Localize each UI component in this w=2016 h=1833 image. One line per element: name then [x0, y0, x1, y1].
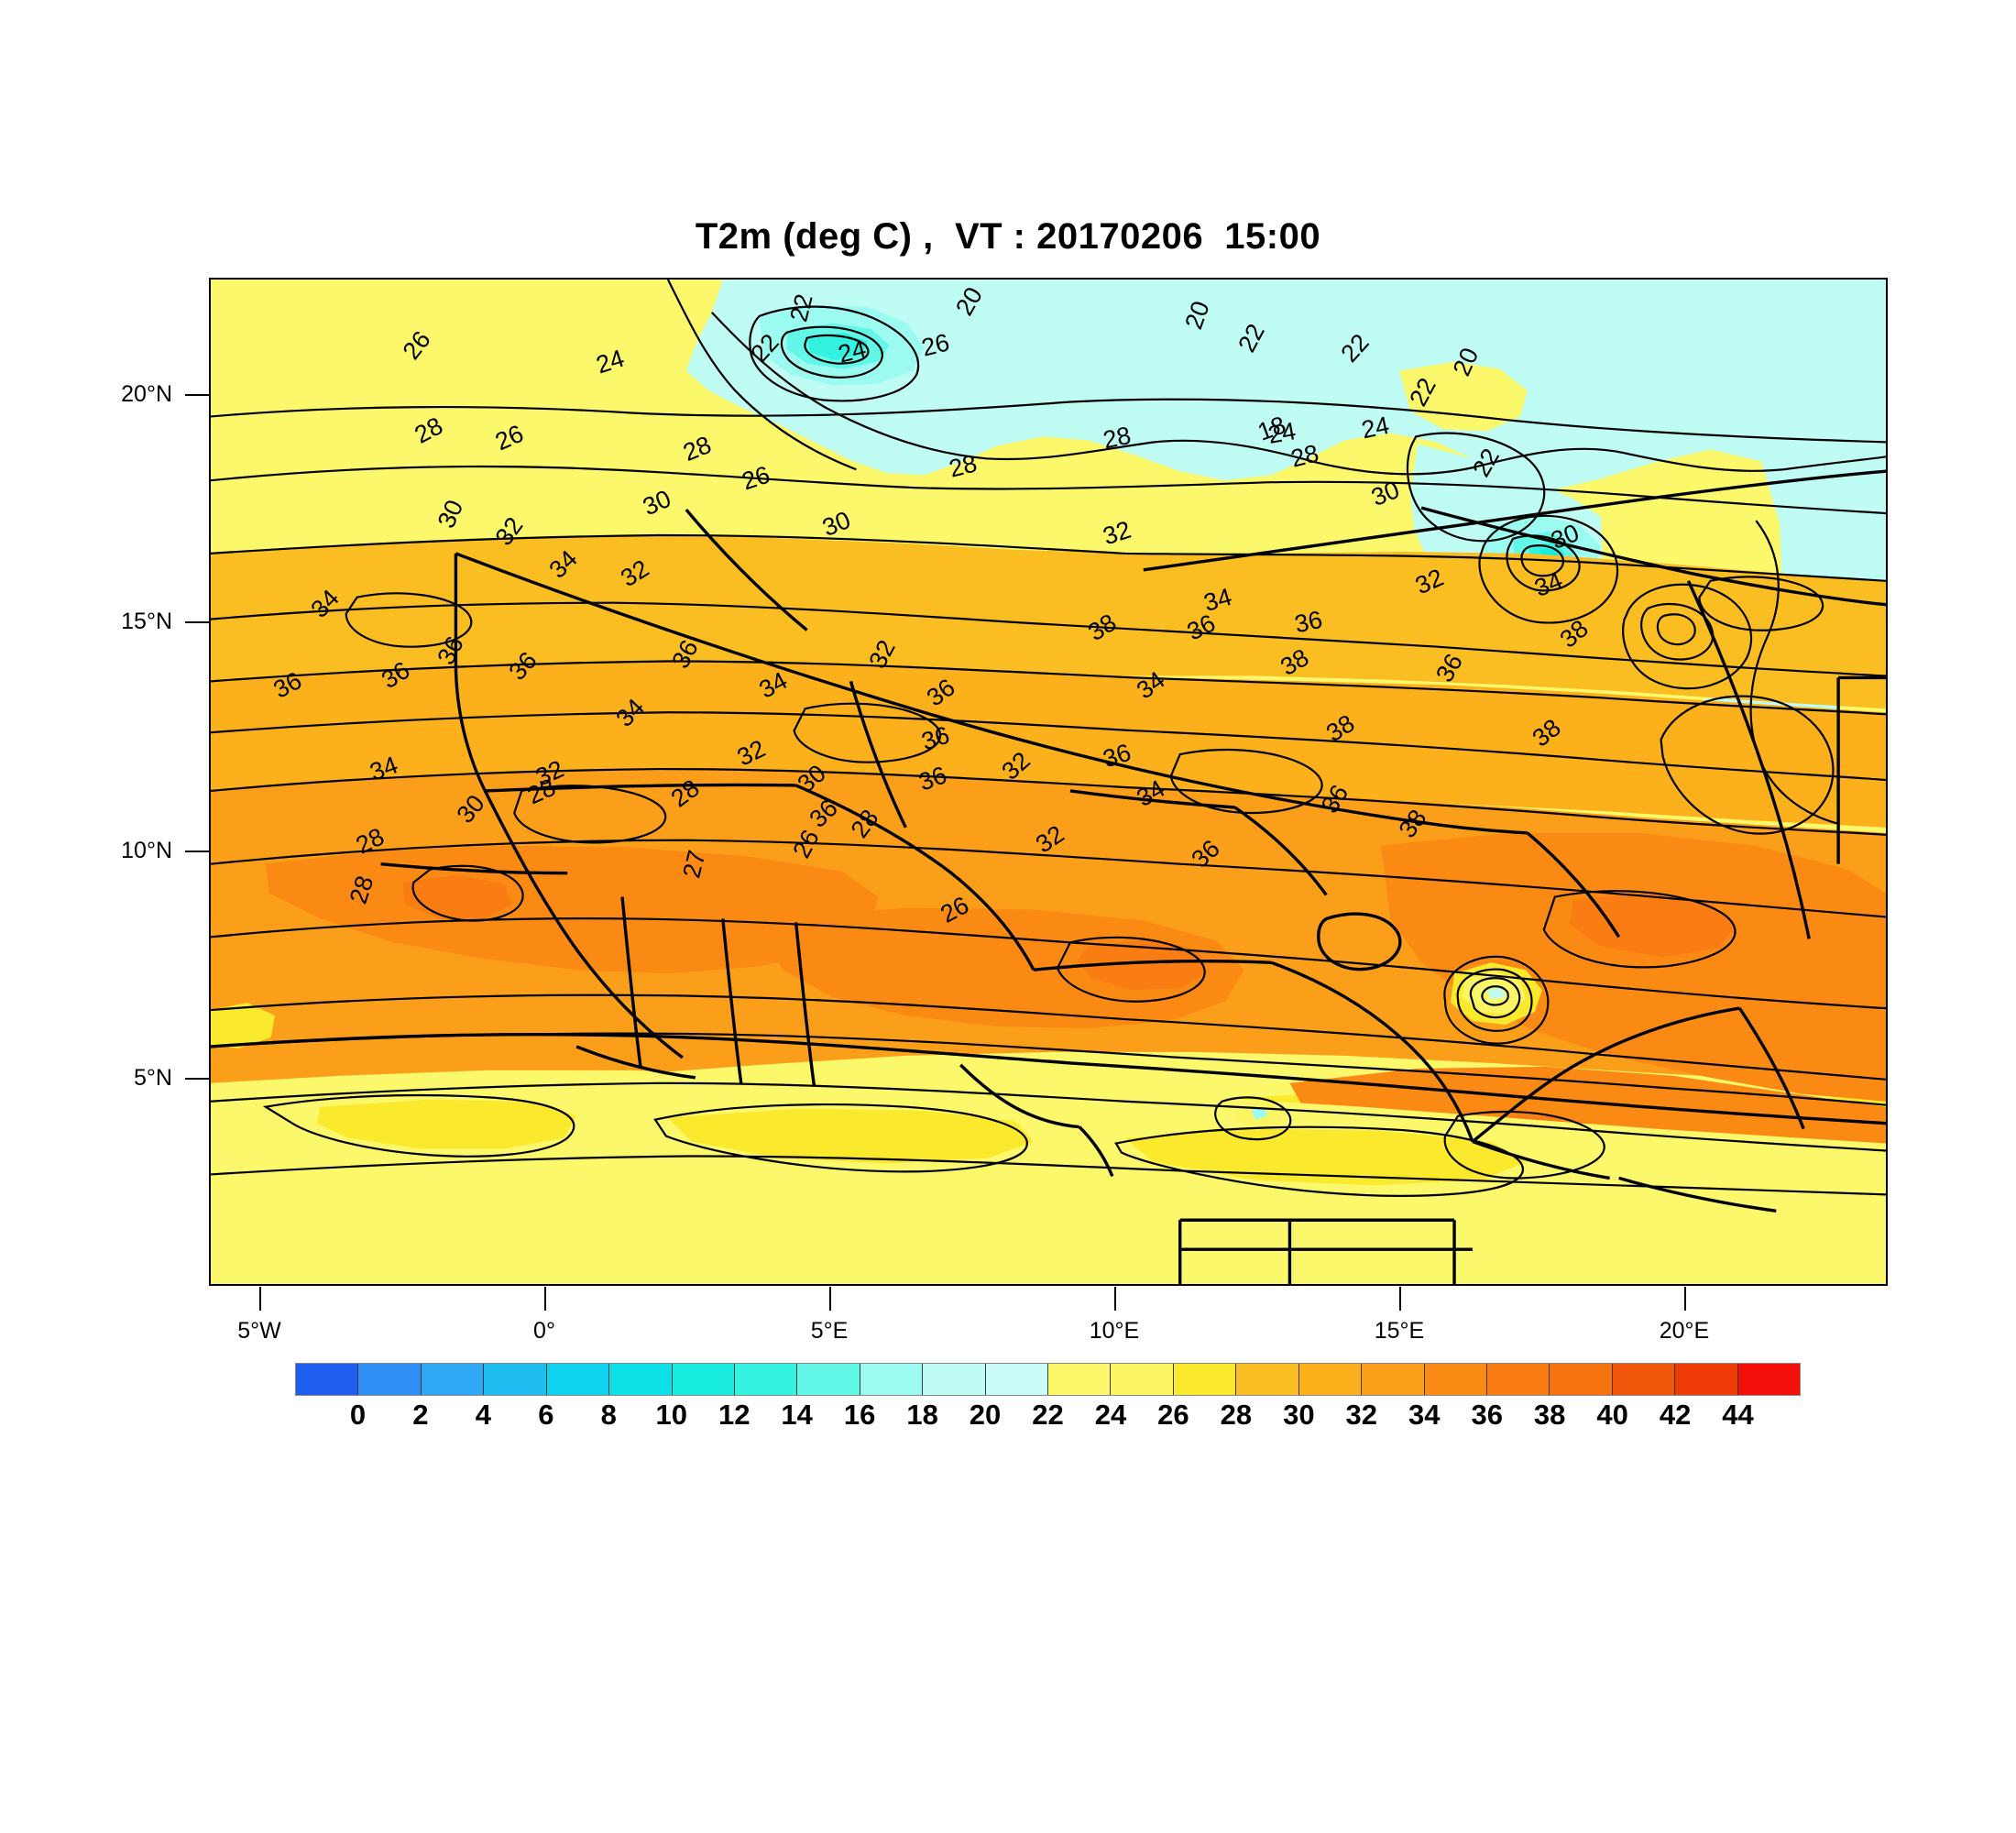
country-borders [211, 469, 1886, 1284]
colorbar-tick-30: 30 [1283, 1399, 1315, 1431]
fill-coast-patch-a [316, 1099, 577, 1149]
fill-highland-cool-2 [1251, 1106, 1268, 1120]
ytick-label-20n: 20°N [121, 381, 172, 407]
fill-coast-patch-c [1124, 1128, 1528, 1186]
xtick-line-10e [1114, 1287, 1116, 1311]
page-title: T2m (deg C) , VT : 20170206 15:00 [695, 216, 1321, 257]
colorbar-cell-21 [1612, 1364, 1676, 1395]
fill-plateau-cool-4 [1486, 988, 1506, 1000]
colorbar-tick-18: 18 [906, 1399, 938, 1431]
colorbar-cell-2 [421, 1364, 485, 1395]
colorbar-tick-12: 12 [718, 1399, 751, 1431]
fill-38-plus-a [1077, 938, 1208, 991]
colorbar-cell-12 [1048, 1364, 1112, 1395]
ytick-label-10n: 10°N [121, 838, 172, 863]
colorbar-tick-26: 26 [1157, 1399, 1189, 1431]
xtick-line-5w [259, 1287, 261, 1311]
colorbar-tick-42: 42 [1659, 1399, 1692, 1431]
ytick-line-20n [185, 394, 209, 396]
colorbar-tick-16: 16 [843, 1399, 876, 1431]
colorbar-cell-16 [1298, 1364, 1363, 1395]
colorbar-cell-15 [1236, 1364, 1299, 1395]
colorbar-cell-0 [296, 1364, 359, 1395]
colorbar-cell-7 [734, 1364, 798, 1395]
colorbar-cell-8 [797, 1364, 860, 1395]
colorbar-cell-14 [1173, 1364, 1237, 1395]
temperature-contour-map [211, 280, 1886, 1284]
colorbar-tick-2: 2 [412, 1399, 429, 1431]
ytick-line-15n [185, 621, 209, 623]
colorbar-cell-1 [358, 1364, 422, 1395]
colorbar[interactable] [295, 1363, 1801, 1396]
colorbar-tick-4: 4 [475, 1399, 491, 1431]
ytick-label-15n: 15°N [121, 609, 172, 634]
xtick-label-15e: 15°E [1374, 1318, 1425, 1344]
colorbar-tick-6: 6 [538, 1399, 554, 1431]
fill-warm-island-ne2 [1399, 361, 1528, 432]
colorbar-cell-23 [1737, 1364, 1801, 1395]
colorbar-cell-4 [546, 1364, 610, 1395]
colorbar-cell-13 [1111, 1364, 1174, 1395]
colorbar-tick-14: 14 [781, 1399, 813, 1431]
colorbar-cell-5 [609, 1364, 673, 1395]
colorbar-tick-0: 0 [349, 1399, 367, 1431]
fill-38-plus-d [402, 874, 513, 919]
xtick-label-20e: 20°E [1659, 1318, 1710, 1344]
colorbar-tick-36: 36 [1471, 1399, 1503, 1431]
colorbar-tick-38: 38 [1533, 1399, 1566, 1431]
colorbar-tick-labels: 0 2 4 6 8 10 12 14 16 18 20 22 24 26 28 30 32 34 36 38 40 42 4… [295, 1399, 1801, 1437]
colorbar-tick-10: 10 [655, 1399, 687, 1431]
fill-38-plus-b [1569, 891, 1737, 958]
colorbar-cell-9 [860, 1364, 924, 1395]
xtick-line-0 [544, 1287, 546, 1311]
xtick-label-5w: 5°W [237, 1318, 281, 1344]
ytick-line-5n [185, 1078, 209, 1080]
colorbar-tick-20: 20 [969, 1399, 1002, 1431]
colorbar-cell-3 [484, 1364, 547, 1395]
ytick-line-10n [185, 851, 209, 852]
xtick-label-10e: 10°E [1089, 1318, 1140, 1344]
xtick-label-0: 0° [533, 1318, 555, 1344]
fill-cool-north [685, 280, 1886, 490]
colorbar-cell-10 [923, 1364, 986, 1395]
colorbar-cell-11 [985, 1364, 1049, 1395]
colorbar-tick-34: 34 [1408, 1399, 1441, 1431]
colorbar-cell-19 [1487, 1364, 1550, 1395]
colorbar-tick-44: 44 [1722, 1399, 1754, 1431]
colorbar-tick-40: 40 [1596, 1399, 1628, 1431]
colorbar-cell-6 [672, 1364, 735, 1395]
ytick-label-5n: 5°N [134, 1065, 172, 1091]
colorbar-cell-22 [1675, 1364, 1738, 1395]
map-panel[interactable]: 26 24 22 24 26 22 20 20 22 22 28 26 28 26 28 18 24 24 22 20… [209, 278, 1888, 1286]
xtick-line-20e [1684, 1287, 1686, 1311]
xtick-line-15e [1399, 1287, 1401, 1311]
colorbar-tick-22: 22 [1032, 1399, 1064, 1431]
colorbar-cell-17 [1362, 1364, 1425, 1395]
colorbar-cell-20 [1550, 1364, 1613, 1395]
fill-coast-patch-b [667, 1108, 1035, 1164]
xtick-label-5e: 5°E [810, 1318, 849, 1344]
colorbar-tick-8: 8 [600, 1399, 617, 1431]
colorbar-cell-18 [1424, 1364, 1488, 1395]
fill-coast-yellow [211, 1070, 1886, 1284]
colorbar-tick-24: 24 [1094, 1399, 1127, 1431]
colorbar-tick-28: 28 [1220, 1399, 1253, 1431]
fill-westcoast-cool [211, 1003, 275, 1048]
colorbar-tick-32: 32 [1345, 1399, 1378, 1431]
xtick-line-5e [829, 1287, 831, 1311]
